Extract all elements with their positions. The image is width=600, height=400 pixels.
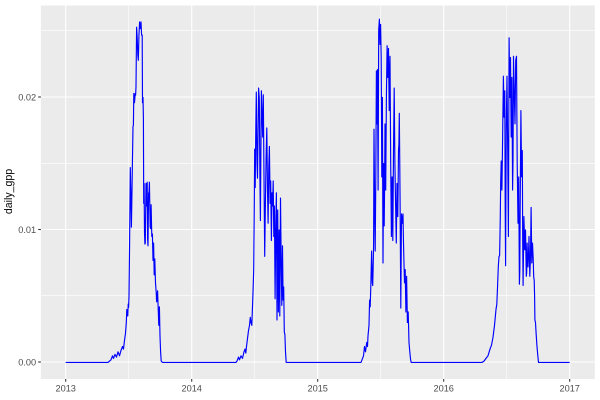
svg-text:0.00: 0.00 <box>18 358 36 368</box>
svg-text:2014: 2014 <box>181 384 201 394</box>
svg-text:2013: 2013 <box>55 384 75 394</box>
svg-text:daily_gpp: daily_gpp <box>3 169 15 214</box>
svg-text:2017: 2017 <box>559 384 579 394</box>
svg-text:0.01: 0.01 <box>18 225 36 235</box>
svg-text:2015: 2015 <box>307 384 327 394</box>
svg-text:2016: 2016 <box>433 384 453 394</box>
svg-text:0.02: 0.02 <box>18 93 36 103</box>
